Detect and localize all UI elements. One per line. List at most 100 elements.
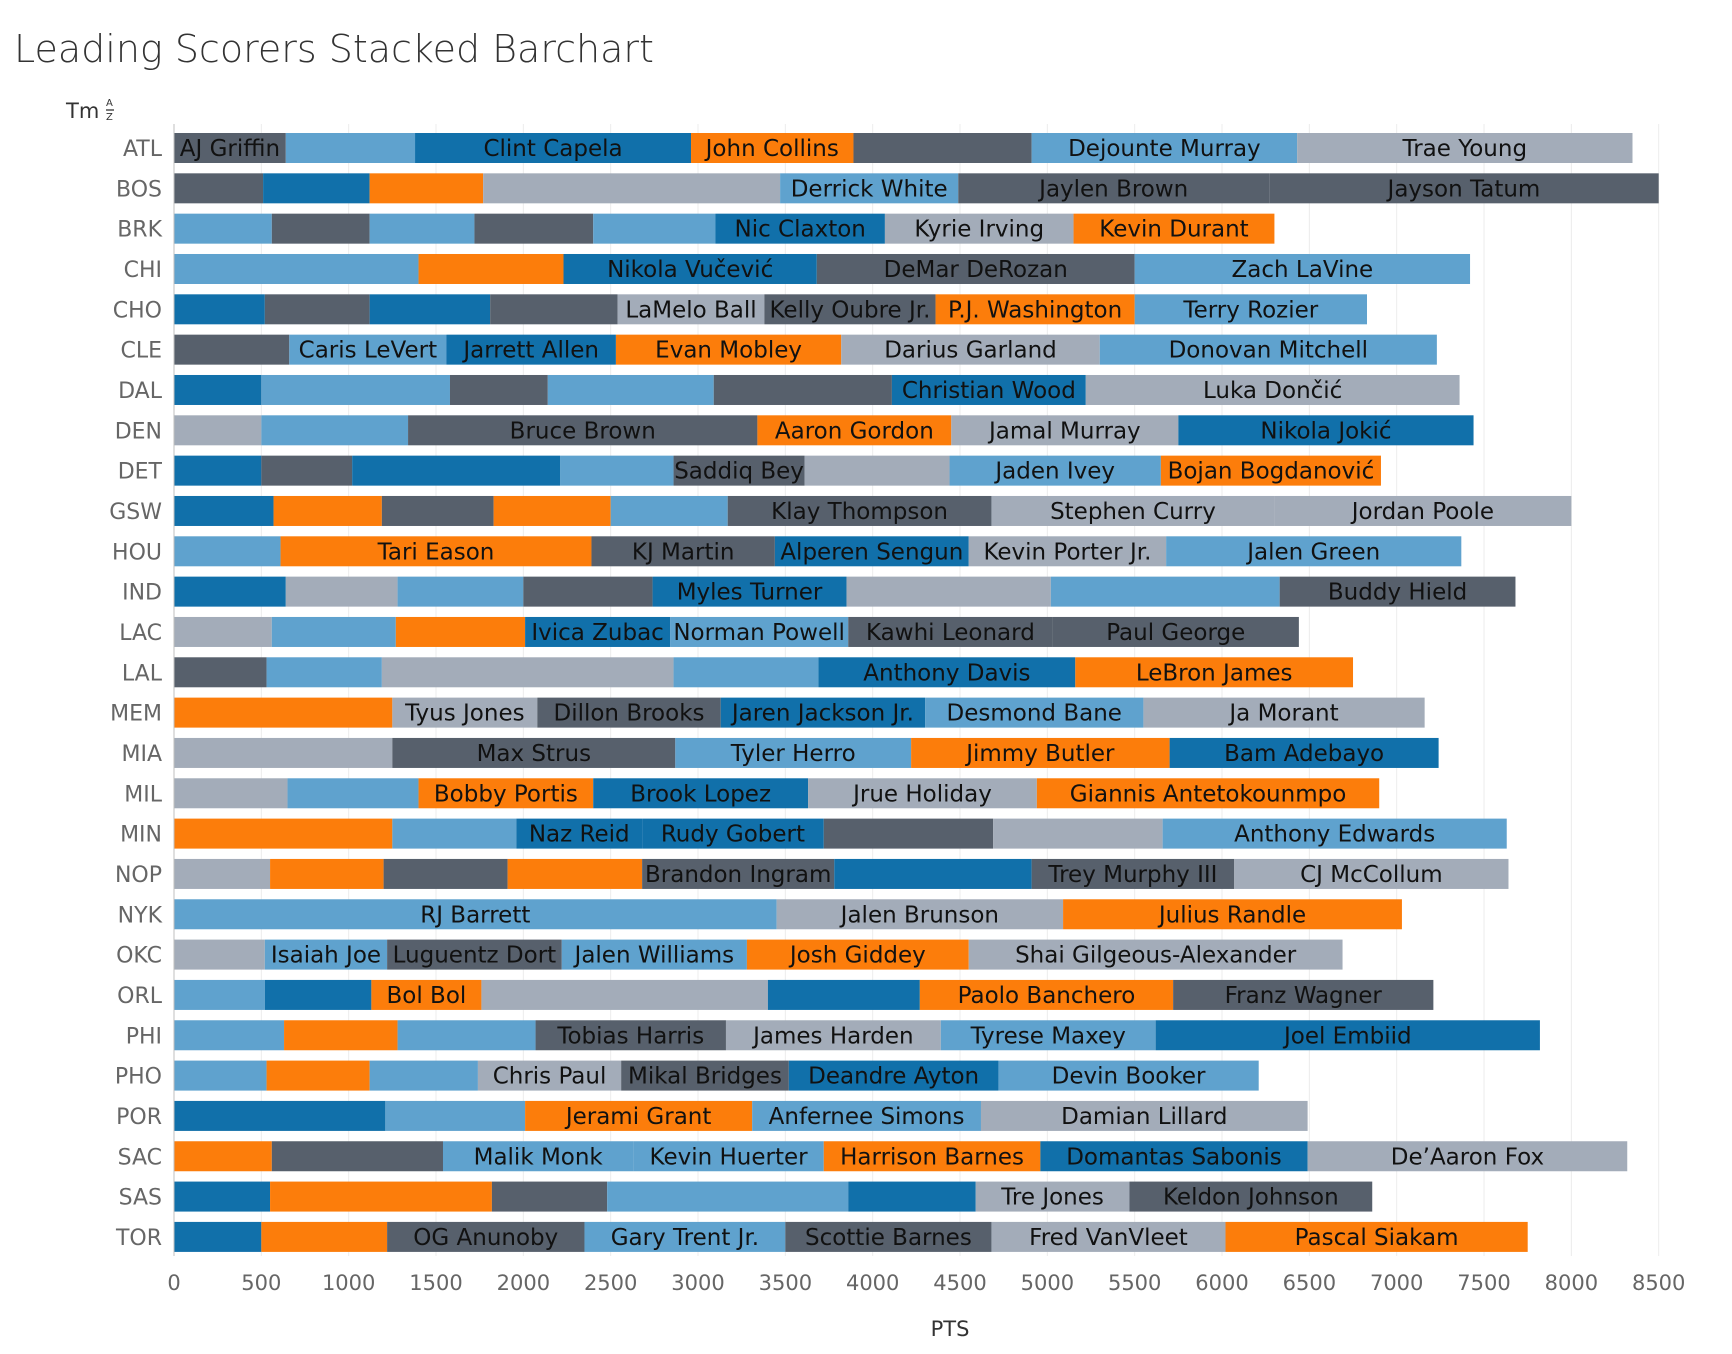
bar-segment[interactable] (174, 858, 271, 889)
bar-segment[interactable] (516, 818, 643, 849)
bar-segment[interactable] (273, 495, 382, 526)
bar-segment[interactable] (1063, 899, 1402, 930)
bar-segment[interactable] (1279, 576, 1516, 607)
bar-segment[interactable] (1036, 778, 1380, 809)
bar-segment[interactable] (385, 1100, 526, 1131)
bar-segment[interactable] (284, 1020, 398, 1051)
bar-segment[interactable] (767, 979, 920, 1010)
bar-segment[interactable] (408, 415, 758, 446)
bar-segment[interactable] (289, 334, 447, 365)
bar-segment[interactable] (617, 294, 765, 325)
bar-segment[interactable] (287, 778, 419, 809)
bar-segment[interactable] (483, 173, 781, 204)
bar-segment[interactable] (691, 133, 854, 163)
bar-segment[interactable] (1178, 415, 1474, 446)
bar-segment[interactable] (560, 455, 674, 486)
bar-segment[interactable] (584, 1221, 786, 1252)
bar-segment[interactable] (369, 213, 475, 244)
bar-segment[interactable] (383, 858, 508, 889)
bar-segment[interactable] (285, 576, 398, 607)
bar-segment[interactable] (1307, 1141, 1628, 1172)
bar-segment[interactable] (1162, 818, 1507, 849)
bar-segment[interactable] (919, 979, 1174, 1010)
bar-segment[interactable] (446, 334, 616, 365)
bar-segment[interactable] (818, 657, 1076, 688)
bar-segment[interactable] (968, 939, 1343, 970)
bar-segment[interactable] (477, 1060, 622, 1091)
bar-segment[interactable] (387, 1221, 585, 1252)
bar-segment[interactable] (1031, 133, 1298, 163)
bar-segment[interactable] (474, 213, 594, 244)
bar-segment[interactable] (493, 495, 611, 526)
bar-segment[interactable] (1225, 1221, 1528, 1252)
bar-segment[interactable] (1073, 213, 1275, 244)
bar-segment[interactable] (940, 1020, 1156, 1051)
bar-segment[interactable] (270, 1181, 492, 1212)
bar-segment[interactable] (449, 374, 548, 405)
bar-segment[interactable] (975, 1181, 1130, 1212)
bar-segment[interactable] (418, 253, 564, 284)
bar-segment[interactable] (174, 737, 393, 768)
bar-segment[interactable] (848, 616, 1053, 647)
bar-segment[interactable] (593, 778, 809, 809)
bar-segment[interactable] (174, 1020, 285, 1051)
bar-segment[interactable] (958, 173, 1270, 204)
bar-segment[interactable] (174, 899, 777, 930)
bar-segment[interactable] (174, 213, 272, 244)
bar-segment[interactable] (381, 495, 494, 526)
bar-segment[interactable] (1085, 374, 1460, 405)
bar-segment[interactable] (547, 374, 714, 405)
bar-segment[interactable] (561, 939, 747, 970)
bar-segment[interactable] (381, 657, 674, 688)
bar-segment[interactable] (607, 1181, 849, 1212)
bar-segment[interactable] (1134, 253, 1471, 284)
bar-segment[interactable] (1129, 1181, 1373, 1212)
bar-segment[interactable] (1031, 858, 1235, 889)
bar-segment[interactable] (949, 455, 1161, 486)
bar-segment[interactable] (392, 697, 538, 728)
bar-segment[interactable] (174, 778, 288, 809)
bar-segment[interactable] (991, 1221, 1226, 1252)
bar-segment[interactable] (727, 495, 992, 526)
bar-segment[interactable] (1160, 455, 1381, 486)
bar-segment[interactable] (925, 697, 1144, 728)
bar-segment[interactable] (264, 294, 370, 325)
bar-segment[interactable] (174, 374, 262, 405)
bar-segment[interactable] (523, 576, 653, 607)
bar-segment[interactable] (1040, 1141, 1308, 1172)
bar-segment[interactable] (261, 374, 450, 405)
bar-segment[interactable] (174, 697, 393, 728)
bar-segment[interactable] (271, 616, 396, 647)
bar-segment[interactable] (993, 818, 1163, 849)
bar-segment[interactable] (633, 1141, 824, 1172)
bar-segment[interactable] (174, 1100, 386, 1131)
bar-segment[interactable] (1099, 334, 1437, 365)
bar-segment[interactable] (757, 415, 952, 446)
bar-segment[interactable] (442, 1141, 634, 1172)
bar-segment[interactable] (642, 818, 824, 849)
bar-segment[interactable] (392, 737, 676, 768)
bar-segment[interactable] (174, 133, 286, 163)
bar-segment[interactable] (804, 455, 950, 486)
bar-segment[interactable] (174, 1060, 267, 1091)
bar-segment[interactable] (395, 616, 526, 647)
bar-segment[interactable] (537, 697, 721, 728)
bar-segment[interactable] (816, 253, 1135, 284)
bar-segment[interactable] (352, 455, 561, 486)
bar-segment[interactable] (853, 133, 1032, 163)
bar-segment[interactable] (174, 576, 286, 607)
bar-segment[interactable] (951, 415, 1179, 446)
bar-segment[interactable] (1166, 536, 1462, 567)
bar-segment[interactable] (418, 778, 594, 809)
bar-segment[interactable] (968, 536, 1167, 567)
bar-segment[interactable] (764, 294, 936, 325)
bar-segment[interactable] (266, 657, 382, 688)
bar-segment[interactable] (1269, 173, 1659, 204)
bar-segment[interactable] (788, 1060, 999, 1091)
bar-segment[interactable] (369, 173, 484, 204)
bar-segment[interactable] (371, 979, 482, 1010)
bar-segment[interactable] (280, 536, 592, 567)
bar-segment[interactable] (752, 1100, 981, 1131)
bar-segment[interactable] (713, 374, 892, 405)
bar-segment[interactable] (270, 858, 384, 889)
